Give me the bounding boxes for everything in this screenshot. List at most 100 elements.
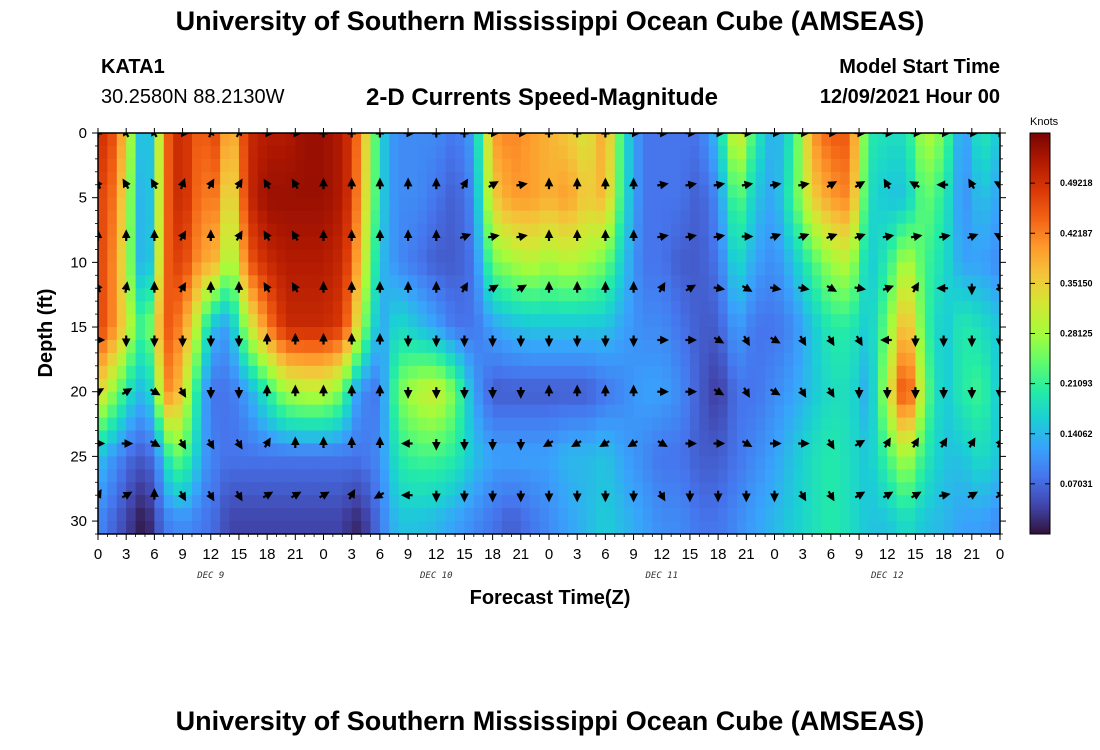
heatmap-cell xyxy=(304,275,315,289)
heatmap-cell xyxy=(285,404,296,419)
heatmap-cell xyxy=(765,301,776,315)
heatmap-cell xyxy=(934,171,945,186)
heatmap-cell xyxy=(774,521,785,534)
heatmap-cell xyxy=(812,417,823,432)
heatmap-cell xyxy=(539,184,550,199)
heatmap-cell xyxy=(361,521,372,534)
heatmap-cell xyxy=(577,171,588,186)
heatmap-cell xyxy=(821,469,832,483)
heatmap-cell xyxy=(736,133,747,147)
heatmap-cell xyxy=(126,352,137,367)
heatmap-cell xyxy=(924,339,935,354)
heatmap-cell xyxy=(342,223,353,238)
heatmap-cell xyxy=(586,197,597,212)
heatmap-cell xyxy=(652,508,663,522)
heatmap-cell xyxy=(229,184,240,199)
heatmap-cell xyxy=(182,391,193,406)
heatmap-cell xyxy=(708,236,719,251)
heatmap-cell xyxy=(755,249,766,263)
heatmap-cell xyxy=(473,171,484,186)
heatmap-cell xyxy=(624,482,635,496)
heatmap-cell xyxy=(577,145,588,160)
heatmap-cell xyxy=(379,262,390,276)
heatmap-cell xyxy=(116,339,127,354)
heatmap-cell xyxy=(727,352,738,367)
heatmap-cell xyxy=(765,469,776,483)
heatmap-cell xyxy=(370,145,381,160)
heatmap-cell xyxy=(492,391,503,406)
heatmap-cell xyxy=(943,275,954,289)
heatmap-cell xyxy=(455,288,466,302)
heatmap-cell xyxy=(802,288,813,302)
heatmap-cell xyxy=(210,521,221,534)
heatmap-cell xyxy=(342,443,353,457)
heatmap-cell xyxy=(182,249,193,263)
heatmap-cell xyxy=(163,236,174,251)
heatmap-cell xyxy=(802,301,813,315)
heatmap-cell xyxy=(191,236,202,251)
heatmap-cell xyxy=(379,391,390,406)
heatmap-cell xyxy=(530,314,541,328)
heatmap-cell xyxy=(595,495,606,509)
heatmap-cell xyxy=(887,327,898,341)
heatmap-cell xyxy=(530,352,541,367)
heatmap-cell xyxy=(389,249,400,263)
heatmap-cell xyxy=(483,301,494,315)
heatmap-cell xyxy=(417,456,428,470)
heatmap-cell xyxy=(859,275,870,289)
heatmap-cell xyxy=(736,391,747,406)
heatmap-cell xyxy=(342,301,353,315)
heatmap-cell xyxy=(849,133,860,147)
heatmap-cell xyxy=(981,262,992,276)
current-arrow xyxy=(967,232,979,242)
heatmap-cell xyxy=(595,391,606,406)
heatmap-cell xyxy=(285,365,296,380)
heatmap-cell xyxy=(520,158,531,173)
heatmap-cell xyxy=(802,275,813,289)
heatmap-cell xyxy=(586,145,597,160)
heatmap-cell xyxy=(370,327,381,341)
heatmap-cell xyxy=(530,430,541,445)
heatmap-cell xyxy=(361,288,372,302)
heatmap-cell xyxy=(417,236,428,251)
heatmap-cell xyxy=(342,249,353,263)
heatmap-cell xyxy=(783,288,794,302)
heatmap-cell xyxy=(595,352,606,367)
heatmap-cell xyxy=(220,352,231,367)
heatmap-cell xyxy=(990,262,1000,276)
heatmap-cell xyxy=(793,210,804,225)
heatmap-cell xyxy=(830,391,841,406)
heatmap-cell xyxy=(408,275,419,289)
heatmap-cell xyxy=(877,327,888,341)
heatmap-cell xyxy=(379,145,390,160)
heatmap-cell xyxy=(342,469,353,483)
heatmap-cell xyxy=(605,262,616,276)
heatmap-cell xyxy=(981,469,992,483)
heatmap-cell xyxy=(436,508,447,522)
heatmap-cell xyxy=(906,236,917,251)
heatmap-cell xyxy=(304,210,315,225)
heatmap-cell xyxy=(783,249,794,263)
heatmap-cell xyxy=(276,430,287,445)
heatmap-cell xyxy=(943,469,954,483)
heatmap-cell xyxy=(314,236,325,251)
current-arrow xyxy=(149,387,161,396)
heatmap-cell xyxy=(483,430,494,445)
heatmap-cell xyxy=(699,469,710,483)
heatmap-cell xyxy=(351,184,362,199)
heatmap-cell xyxy=(314,301,325,315)
heatmap-cell xyxy=(962,404,973,419)
heatmap-cell xyxy=(520,521,531,534)
heatmap-cell xyxy=(210,249,221,263)
heatmap-cell xyxy=(624,391,635,406)
heatmap-cell xyxy=(267,352,278,367)
heatmap-cell xyxy=(586,339,597,354)
heatmap-cell xyxy=(173,262,184,276)
heatmap-cell xyxy=(445,288,456,302)
heatmap-cell xyxy=(314,133,325,147)
heatmap-cell xyxy=(342,197,353,212)
heatmap-cell xyxy=(924,184,935,199)
heatmap-cell xyxy=(210,262,221,276)
heatmap-cell xyxy=(473,262,484,276)
heatmap-cell xyxy=(238,133,249,147)
